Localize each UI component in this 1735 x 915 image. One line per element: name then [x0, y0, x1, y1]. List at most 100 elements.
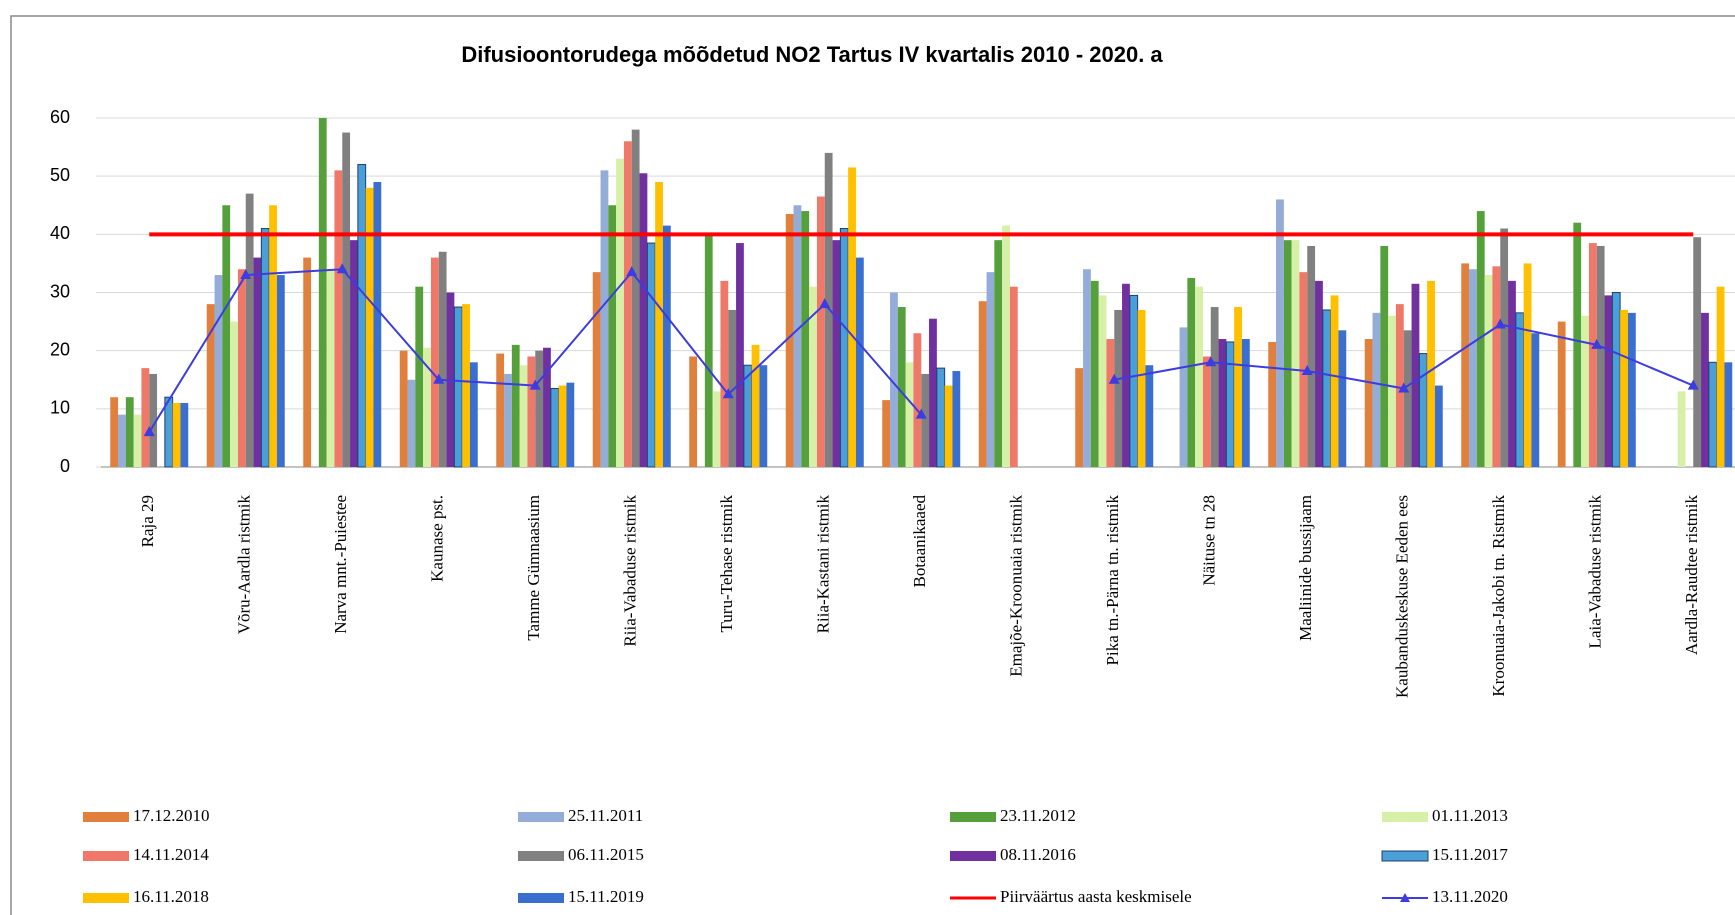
- bar: [1083, 269, 1091, 467]
- x-tick-label: Võru-Aardla ristmik: [235, 495, 254, 635]
- x-tick-label: Kaunase pst.: [428, 495, 447, 582]
- chart-frame: [10, 15, 1735, 915]
- bar: [357, 164, 367, 468]
- bar: [631, 129, 640, 467]
- x-tick-label: Laia-Vabaduse ristmik: [1586, 495, 1605, 649]
- bar: [438, 251, 447, 467]
- bar: [1588, 243, 1597, 467]
- bar: [801, 211, 810, 467]
- bar: [1573, 222, 1582, 467]
- bar: [608, 205, 617, 467]
- bar: [1114, 309, 1123, 467]
- legend-swatch: [518, 812, 564, 822]
- bar: [1225, 341, 1235, 468]
- bar: [848, 167, 856, 468]
- legend-swatch: [950, 812, 996, 822]
- bar: [728, 309, 737, 467]
- y-tick-label: 0: [60, 456, 70, 476]
- bar: [978, 301, 987, 467]
- bar: [1276, 199, 1284, 467]
- bar: [1596, 245, 1605, 467]
- marker: [1494, 318, 1506, 329]
- bar: [1241, 339, 1250, 467]
- bar: [897, 307, 906, 467]
- bar: [1557, 321, 1566, 467]
- bar: [206, 304, 215, 467]
- legend-label: 13.11.2020: [1432, 887, 1508, 906]
- x-tick-label: Kaubanduskeskuse Eeden ees: [1393, 495, 1412, 698]
- bar: [149, 373, 158, 467]
- bar: [1090, 280, 1099, 467]
- x-tick-label: Maaliinide bussijaam: [1296, 495, 1315, 641]
- bar: [1500, 228, 1509, 467]
- bar: [1620, 309, 1628, 467]
- bar: [496, 353, 505, 467]
- bar: [276, 275, 285, 467]
- bar: [743, 364, 753, 468]
- bar: [1604, 295, 1613, 467]
- x-tick-label: Turu-Tehase ristmik: [717, 495, 736, 633]
- x-tick-label: Kroonuaia-Jakobi tn. Ristmik: [1489, 495, 1508, 697]
- bar: [1137, 309, 1146, 467]
- bar: [736, 243, 744, 467]
- bar: [1461, 263, 1470, 467]
- marker: [915, 408, 927, 419]
- bar: [1523, 263, 1532, 467]
- marker: [433, 373, 445, 384]
- bar: [453, 306, 463, 468]
- bar: [639, 173, 648, 467]
- y-tick-label: 40: [50, 223, 70, 243]
- bar: [1716, 286, 1725, 467]
- legend-swatch: [1382, 812, 1428, 822]
- bar: [1268, 341, 1277, 467]
- bar: [882, 400, 891, 467]
- bar: [1469, 269, 1477, 467]
- bar: [1388, 315, 1396, 467]
- bar: [986, 272, 995, 467]
- x-tick-label: Riia-Kastani ristmik: [814, 495, 833, 634]
- bar: [1145, 365, 1154, 467]
- bar: [303, 257, 312, 467]
- x-tick-label: Raja 29: [138, 495, 157, 547]
- bar: [1411, 283, 1420, 467]
- bar: [1508, 280, 1516, 467]
- x-tick-label: Aardla-Raudtee ristmik: [1682, 495, 1701, 656]
- bar: [1307, 245, 1316, 467]
- bar: [1701, 312, 1709, 467]
- bar: [535, 350, 544, 467]
- bar: [689, 356, 698, 467]
- legend-swatch: [83, 812, 129, 822]
- bar: [1009, 286, 1018, 467]
- bar: [326, 269, 335, 467]
- legend-label: 14.11.2014: [133, 845, 209, 864]
- bar: [462, 304, 470, 467]
- bar: [245, 193, 254, 467]
- bar: [592, 272, 601, 467]
- bar: [1330, 295, 1339, 467]
- bar: [1677, 391, 1686, 467]
- bar: [566, 382, 575, 467]
- legend-swatch: [518, 893, 564, 903]
- bar: [785, 213, 794, 467]
- bar: [662, 225, 671, 467]
- bar: [720, 280, 729, 467]
- bar: [550, 387, 560, 468]
- bar: [373, 181, 382, 467]
- legend-swatch: [83, 851, 129, 861]
- bar: [133, 414, 142, 467]
- bar: [1218, 339, 1227, 467]
- bar: [230, 321, 238, 467]
- bar: [1418, 353, 1428, 468]
- bar: [759, 365, 768, 467]
- bar: [1002, 225, 1010, 467]
- bar: [110, 397, 119, 467]
- bar: [1531, 333, 1540, 467]
- x-tick-label: Näituse tn 28: [1200, 495, 1219, 586]
- bar: [164, 396, 174, 468]
- bar: [1291, 240, 1300, 467]
- legend-label: 08.11.2016: [1000, 845, 1076, 864]
- marker: [1108, 373, 1120, 384]
- bar: [1195, 286, 1203, 467]
- legend-swatch: [83, 893, 129, 903]
- bar: [125, 397, 134, 467]
